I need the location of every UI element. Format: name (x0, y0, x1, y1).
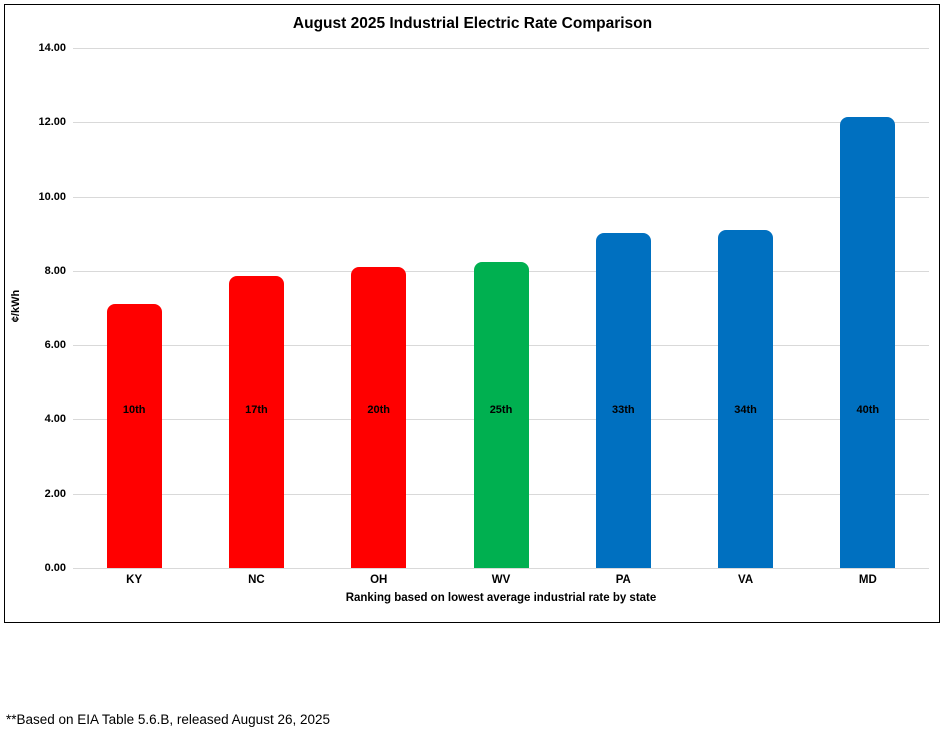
y-tick-label: 4.00 (44, 413, 66, 426)
bar-ky (106, 304, 162, 568)
gridline (73, 568, 929, 569)
bar-wv (473, 261, 529, 568)
y-tick-label: 8.00 (44, 264, 66, 277)
x-tick-label-oh: OH (370, 574, 388, 586)
y-tick-label: 2.00 (44, 487, 66, 500)
x-tick-label-pa: PA (615, 574, 631, 586)
bar-rank-label-va: 34th (734, 404, 757, 416)
footnote: **Based on EIA Table 5.6.B, released Aug… (6, 712, 330, 727)
gridline (73, 122, 929, 124)
y-tick-label: 0.00 (44, 562, 66, 574)
bar-rank-label-ky: 10th (122, 404, 146, 416)
y-tick-label: 14.00 (38, 42, 66, 54)
bar-rank-label-wv: 25th (489, 404, 513, 416)
x-tick-label-nc: NC (248, 574, 265, 586)
bar-rank-label-pa: 33th (611, 404, 635, 416)
y-axis-title: ¢/kWh (10, 289, 22, 323)
gridline (73, 48, 929, 49)
plot-area: 10th 17th 20th 25th 33th 34th 40th (73, 48, 929, 569)
x-tick-label-ky: KY (126, 574, 143, 586)
bar-oh (351, 267, 407, 568)
y-tick-label: 6.00 (44, 339, 66, 352)
x-tick-label-md: MD (858, 574, 877, 586)
y-tick-label: 10.00 (38, 190, 66, 203)
x-tick-label-wv: WV (491, 574, 511, 586)
bar-rank-label-md: 40th (856, 404, 880, 416)
gridline (73, 196, 929, 198)
y-tick-label: 12.00 (38, 116, 66, 129)
x-tick-label-va: VA (738, 574, 754, 586)
chart-title: August 2025 Industrial Electric Rate Com… (292, 15, 653, 32)
bar-md (840, 116, 896, 568)
bar-pa (595, 233, 651, 568)
bar-nc (228, 276, 284, 568)
bar-va (718, 229, 774, 568)
bar-rank-label-oh: 20th (367, 404, 391, 416)
x-axis-caption: Ranking based on lowest average industri… (345, 592, 657, 604)
bar-rank-label-nc: 17th (245, 404, 268, 416)
